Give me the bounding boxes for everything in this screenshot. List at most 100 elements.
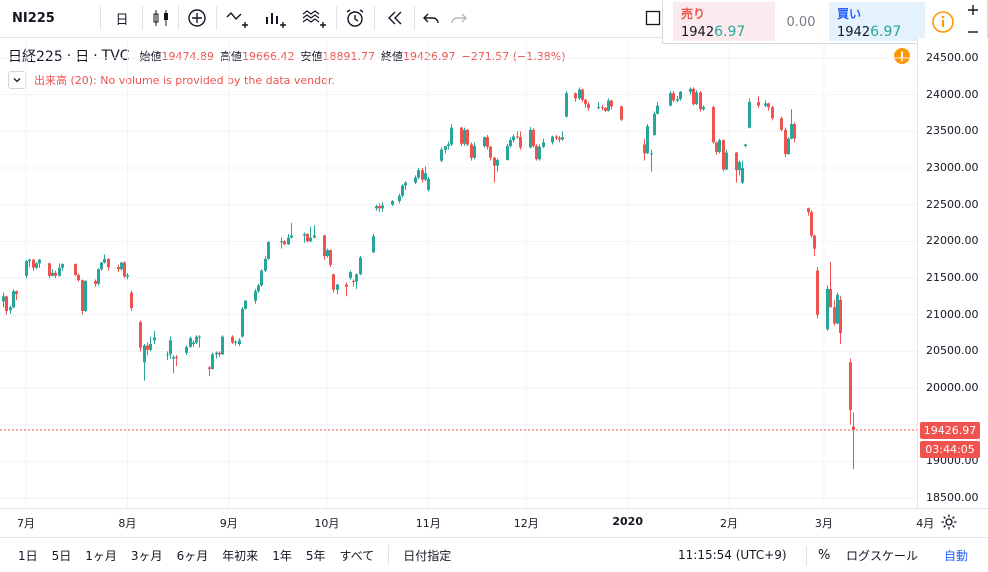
candle-body [538, 146, 541, 160]
chart-style-button[interactable] [148, 4, 174, 32]
templates-button[interactable] [298, 4, 332, 32]
range-buttons: 1日 5日 1ヶ月 3ヶ月 6ヶ月 年初来 1年 5年 すべて [18, 547, 388, 564]
zoom-out-button[interactable] [963, 24, 983, 42]
candle-body [74, 264, 77, 276]
low-label: 安値 [300, 50, 323, 63]
candle-body [198, 336, 201, 338]
candle-body [215, 352, 218, 355]
candle-body [417, 170, 420, 178]
zoom-in-button[interactable] [963, 2, 983, 20]
candle-body [208, 367, 211, 369]
gear-icon [941, 514, 957, 530]
range-button[interactable]: 1日 [18, 548, 38, 563]
candle-body [620, 106, 623, 120]
candle-body [54, 272, 57, 276]
replay-button[interactable] [380, 4, 410, 32]
range-button[interactable]: 3ヶ月 [130, 548, 163, 563]
indicator-wave-icon [226, 11, 248, 28]
redo-button[interactable] [446, 4, 472, 32]
candle-body [329, 250, 332, 265]
candle-body [326, 250, 329, 256]
candle-body [702, 107, 705, 110]
square-icon [645, 10, 661, 26]
candle-body [231, 336, 234, 343]
candle-body [650, 153, 653, 155]
interval-button[interactable]: 日 [108, 4, 136, 32]
high-value: 19666.42 [242, 49, 295, 63]
candle-body [267, 242, 270, 259]
candle-body [391, 201, 394, 205]
candle-body [604, 107, 607, 111]
log-scale-toggle[interactable]: ログスケール [846, 548, 919, 563]
candle-body [130, 292, 133, 309]
time-tick-label: 11月 [415, 517, 441, 530]
candle-body [692, 88, 695, 105]
financials-button[interactable] [260, 4, 292, 32]
undo-button[interactable] [418, 4, 444, 32]
toolbar-divider [336, 6, 337, 30]
range-button[interactable]: 5日 [51, 548, 72, 563]
candle-body [790, 124, 793, 139]
bar-plus-icon [266, 13, 286, 28]
auto-scale-toggle[interactable]: 自動 [944, 548, 969, 563]
candle-body [725, 152, 728, 170]
utc-clock[interactable]: 11:15:54 (UTC+9) [678, 548, 787, 562]
range-button[interactable]: 年初来 [222, 548, 259, 563]
range-button[interactable]: 6ヶ月 [176, 548, 209, 563]
candle-body [532, 129, 535, 146]
indicators-button[interactable] [222, 4, 254, 32]
bottom-toolbar: 1日 5日 1ヶ月 3ヶ月 6ヶ月 年初来 1年 5年 すべて 日付指定 11:15:54 (U… [0, 537, 988, 572]
candle-body [381, 205, 384, 209]
warning-button[interactable] [894, 48, 910, 64]
sell-button[interactable]: 売り 19426.97 [673, 2, 775, 41]
candle-body [218, 352, 221, 355]
candle-body [771, 107, 774, 119]
candle-body [551, 136, 554, 143]
candle-body [829, 289, 832, 308]
settings-button[interactable] [940, 513, 958, 531]
price-tick-label: 21500.00 [926, 271, 979, 284]
candle-body [9, 307, 12, 311]
candle-body [398, 195, 401, 201]
candle-body [264, 258, 267, 271]
range-button[interactable]: 5年 [305, 548, 326, 563]
symbol-search-button[interactable]: NI225 [6, 4, 96, 32]
legend-separator: · [66, 48, 72, 64]
candlestick-chart[interactable] [0, 38, 917, 508]
fullscreen-button[interactable] [642, 4, 664, 32]
candle-body [120, 262, 123, 270]
candle-body [450, 127, 453, 145]
candle-body [473, 146, 476, 158]
candle-body [784, 129, 787, 155]
candle-body [146, 345, 149, 350]
range-button[interactable]: すべて [339, 548, 375, 563]
buy-button[interactable]: 買い 19426.97 [829, 2, 925, 41]
legend-symbol-name: 日経225 [8, 49, 63, 65]
candle-body [506, 146, 509, 160]
candle-body [309, 237, 312, 242]
time-axis[interactable]: 7月 8月 9月 10月 11月 12月 2020 2月 3月 4月 [0, 508, 988, 536]
candle-body [107, 258, 110, 267]
candle-body [463, 129, 466, 144]
goto-date-button[interactable]: 日付指定 [403, 548, 452, 563]
range-button[interactable]: 1ヶ月 [85, 548, 117, 563]
alert-button[interactable] [340, 4, 370, 32]
candle-body [287, 237, 290, 245]
candle-body [221, 336, 224, 355]
range-divider [388, 545, 390, 565]
percent-toggle[interactable]: % [818, 547, 831, 563]
candle-body [123, 262, 126, 277]
candle-body [447, 144, 450, 146]
toolbar-divider [216, 6, 217, 30]
candle-body [175, 357, 178, 359]
candle-body [601, 107, 604, 109]
price-tick-label: 23000.00 [926, 161, 979, 174]
info-button[interactable] [931, 10, 955, 34]
compare-button[interactable] [184, 4, 210, 32]
candle-body [493, 157, 496, 166]
time-tick-label: 9月 [219, 517, 238, 530]
last-price-label: 19426.97 [920, 422, 980, 439]
range-button[interactable]: 1年 [272, 548, 292, 563]
candle-body [421, 170, 424, 180]
candle-body [61, 264, 64, 268]
